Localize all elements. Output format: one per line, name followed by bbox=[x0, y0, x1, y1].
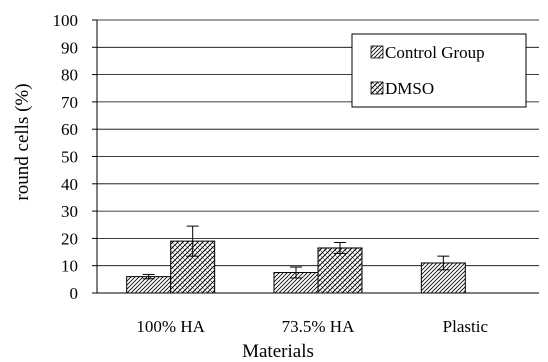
error-bars bbox=[142, 225, 450, 280]
y-tick-label: 10 bbox=[61, 257, 78, 276]
y-tick-label: 30 bbox=[61, 202, 78, 221]
x-tick-labels: 100% HA 73.5% HA Plastic bbox=[136, 317, 488, 336]
y-axis-title: round cells (%) bbox=[12, 83, 33, 200]
x-axis-title: Materials bbox=[242, 341, 314, 362]
y-tick-label: 70 bbox=[61, 93, 78, 112]
legend-swatch-dmso bbox=[370, 81, 384, 95]
y-ticks: 0 10 20 30 40 50 60 70 80 90 100 bbox=[53, 11, 97, 303]
y-tick-label: 0 bbox=[70, 284, 79, 303]
y-tick-label: 40 bbox=[61, 175, 78, 194]
bar-dmso bbox=[317, 247, 363, 294]
y-tick-label: 100 bbox=[53, 11, 79, 30]
x-tick-label: 100% HA bbox=[136, 317, 205, 336]
x-tick-label: 73.5% HA bbox=[282, 317, 355, 336]
legend-swatch-control bbox=[370, 45, 384, 59]
legend: Control Group DMSO bbox=[351, 33, 527, 108]
x-tick-label: Plastic bbox=[443, 317, 489, 336]
legend-label-control: Control Group bbox=[385, 43, 485, 62]
y-tick-label: 80 bbox=[61, 66, 78, 85]
legend-label-dmso: DMSO bbox=[385, 79, 434, 98]
y-tick-label: 50 bbox=[61, 148, 78, 167]
y-tick-label: 90 bbox=[61, 38, 78, 57]
y-tick-label: 60 bbox=[61, 120, 78, 139]
y-tick-label: 20 bbox=[61, 229, 78, 248]
